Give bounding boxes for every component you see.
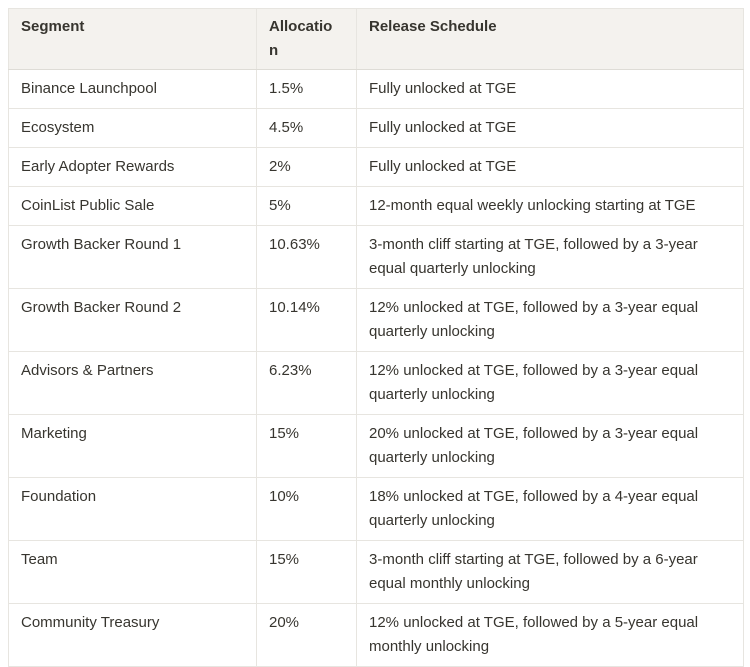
table-row: Foundation 10% 18% unlocked at TGE, foll… (8, 477, 744, 541)
allocation-cell: 15% (256, 414, 357, 478)
table-row: Team 15% 3-month cliff starting at TGE, … (8, 540, 744, 604)
release-schedule-cell: Fully unlocked at TGE (356, 69, 744, 109)
release-schedule-cell: 3-month cliff starting at TGE, followed … (356, 540, 744, 604)
column-header-release-schedule: Release Schedule (356, 8, 744, 70)
column-header-allocation: Allocation (256, 8, 357, 70)
segment-cell: Ecosystem (8, 108, 257, 148)
table-row: Marketing 15% 20% unlocked at TGE, follo… (8, 414, 744, 478)
release-schedule-cell: 12% unlocked at TGE, followed by a 5-yea… (356, 603, 744, 667)
allocation-cell: 10.63% (256, 225, 357, 289)
allocation-cell: 10.14% (256, 288, 357, 352)
segment-cell: Team (8, 540, 257, 604)
release-schedule-cell: Fully unlocked at TGE (356, 147, 744, 187)
allocation-cell: 5% (256, 186, 357, 226)
release-schedule-cell: 20% unlocked at TGE, followed by a 3-yea… (356, 414, 744, 478)
segment-cell: Early Adopter Rewards (8, 147, 257, 187)
allocation-cell: 20% (256, 603, 357, 667)
segment-cell: Marketing (8, 414, 257, 478)
release-schedule-cell: 18% unlocked at TGE, followed by a 4-yea… (356, 477, 744, 541)
allocation-cell: 6.23% (256, 351, 357, 415)
table-header-row: Segment Allocation Release Schedule (8, 8, 744, 70)
token-allocation-table: Segment Allocation Release Schedule Bina… (8, 8, 744, 667)
allocation-cell: 10% (256, 477, 357, 541)
segment-cell: Growth Backer Round 1 (8, 225, 257, 289)
segment-cell: Foundation (8, 477, 257, 541)
segment-cell: Binance Launchpool (8, 69, 257, 109)
segment-cell: Growth Backer Round 2 (8, 288, 257, 352)
release-schedule-cell: 12% unlocked at TGE, followed by a 3-yea… (356, 351, 744, 415)
table-row: Community Treasury 20% 12% unlocked at T… (8, 603, 744, 667)
release-schedule-cell: 3-month cliff starting at TGE, followed … (356, 225, 744, 289)
table-row: Growth Backer Round 2 10.14% 12% unlocke… (8, 288, 744, 352)
column-header-segment: Segment (8, 8, 257, 70)
allocation-cell: 4.5% (256, 108, 357, 148)
table-row: Binance Launchpool 1.5% Fully unlocked a… (8, 69, 744, 109)
segment-cell: Advisors & Partners (8, 351, 257, 415)
release-schedule-cell: 12-month equal weekly unlocking starting… (356, 186, 744, 226)
segment-cell: Community Treasury (8, 603, 257, 667)
allocation-cell: 15% (256, 540, 357, 604)
table-row: Ecosystem 4.5% Fully unlocked at TGE (8, 108, 744, 148)
table-row: CoinList Public Sale 5% 12-month equal w… (8, 186, 744, 226)
table-row: Growth Backer Round 1 10.63% 3-month cli… (8, 225, 744, 289)
release-schedule-cell: Fully unlocked at TGE (356, 108, 744, 148)
allocation-cell: 2% (256, 147, 357, 187)
table-body: Binance Launchpool 1.5% Fully unlocked a… (8, 69, 744, 667)
allocation-cell: 1.5% (256, 69, 357, 109)
segment-cell: CoinList Public Sale (8, 186, 257, 226)
release-schedule-cell: 12% unlocked at TGE, followed by a 3-yea… (356, 288, 744, 352)
table-row: Advisors & Partners 6.23% 12% unlocked a… (8, 351, 744, 415)
table-row: Early Adopter Rewards 2% Fully unlocked … (8, 147, 744, 187)
token-allocation-table-container: Segment Allocation Release Schedule Bina… (8, 8, 744, 667)
